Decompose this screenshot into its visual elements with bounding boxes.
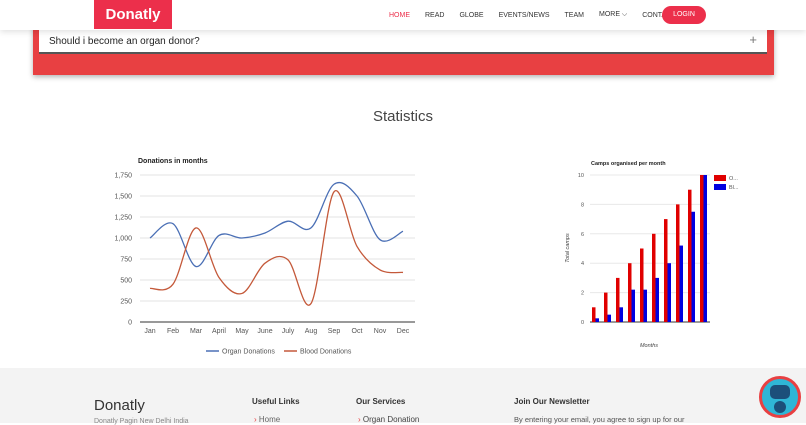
series-line-0 (149, 181, 404, 268)
bar (652, 233, 656, 322)
footer-brand: Donatly (94, 397, 145, 414)
y-tick-label: 4 (581, 261, 584, 267)
section-title: Statistics (372, 108, 433, 125)
bar (679, 245, 683, 322)
bar (676, 204, 680, 322)
expand-icon[interactable]: + (749, 32, 757, 47)
legend-label: Blood Donations (300, 349, 352, 356)
nav-team[interactable]: TEAM (564, 11, 584, 19)
x-tick-label: Dec (397, 328, 410, 335)
bar (640, 248, 644, 322)
navbar: Donatly HOME READ GLOBE EVENTS/NEWS TEAM… (0, 0, 806, 30)
x-tick-label: Jan (144, 328, 155, 335)
series-line-1 (149, 190, 404, 306)
login-button[interactable]: LOGIN (662, 6, 706, 24)
legend-swatch (714, 175, 726, 181)
nav-home[interactable]: HOME (389, 11, 410, 19)
bar (643, 289, 647, 322)
nav-read[interactable]: READ (425, 11, 445, 19)
y-axis-title: Total camps (565, 233, 571, 263)
nav-events[interactable]: EVENTS/NEWS (498, 11, 550, 19)
bar (619, 307, 623, 322)
chatbot-icon[interactable] (759, 376, 801, 418)
x-tick-label: July (282, 328, 295, 335)
y-tick-label: 500 (120, 278, 132, 285)
x-tick-label: Oct (352, 328, 363, 335)
newsletter-text: By entering your email, you agree to sig… (514, 415, 685, 424)
x-tick-label: June (257, 328, 272, 335)
bar (628, 263, 632, 322)
x-tick-label: Mar (190, 328, 203, 335)
bar (607, 314, 611, 322)
legend-label: O... (729, 176, 738, 182)
y-tick-label: 1,750 (114, 173, 132, 180)
x-tick-label: Aug (305, 328, 318, 335)
bar (700, 175, 704, 322)
logo[interactable]: Donatly (94, 0, 172, 29)
bar (664, 219, 668, 322)
legend-label: Bl... (729, 185, 739, 191)
y-tick-label: 250 (120, 299, 132, 306)
nav-globe[interactable]: GLOBE (459, 11, 484, 19)
x-axis-title: Months (640, 343, 658, 349)
bar (691, 211, 695, 322)
bar (667, 263, 671, 322)
nav-more[interactable]: MORE ⌵ (598, 11, 628, 18)
footer-link-home[interactable]: › Home (254, 415, 281, 424)
footer-link-organ[interactable]: › Organ Donation (358, 415, 420, 424)
bar (592, 307, 596, 322)
bar (616, 277, 620, 322)
line-chart-title: Donations in months (138, 158, 208, 165)
y-tick-label: 750 (120, 257, 132, 264)
bar (604, 292, 608, 322)
faq-question: Should i become an organ donor? (49, 36, 200, 47)
bar (655, 277, 659, 322)
services-heading: Our Services (356, 397, 406, 406)
legend-label: Organ Donations (222, 349, 275, 356)
x-tick-label: April (212, 328, 226, 335)
nav-contact[interactable]: CONTACT (642, 11, 676, 19)
y-tick-label: 1,500 (114, 194, 132, 201)
footer-address: Donatly Pagin New Delhi India (94, 418, 189, 425)
footer: Donatly Donatly Pagin New Delhi India Us… (0, 368, 806, 425)
newsletter-heading: Join Our Newsletter (514, 397, 590, 406)
y-tick-label: 6 (581, 232, 584, 238)
y-tick-label: 0 (581, 320, 584, 326)
bar-chart-title: Camps organised per month (591, 161, 666, 167)
x-tick-label: Feb (167, 328, 179, 335)
y-tick-label: 10 (578, 173, 584, 179)
useful-links-heading: Useful Links (252, 397, 300, 406)
x-tick-label: Nov (374, 328, 387, 335)
y-tick-label: 2 (581, 291, 584, 297)
bar (631, 289, 635, 322)
bar (595, 318, 599, 322)
y-tick-label: 8 (581, 202, 584, 208)
line-chart: Donations in months 0 250 500 750 1,000 1,250 1… (114, 158, 739, 356)
bar (703, 175, 707, 322)
faq-item[interactable]: Should i become an organ donor? + (39, 28, 767, 54)
y-tick-label: 0 (128, 320, 132, 327)
legend-swatch (714, 184, 726, 190)
x-tick-label: Sep (328, 328, 341, 335)
x-tick-label: May (235, 328, 249, 335)
y-tick-label: 1,250 (114, 215, 132, 222)
y-tick-label: 1,000 (114, 236, 132, 243)
bar (688, 189, 692, 322)
